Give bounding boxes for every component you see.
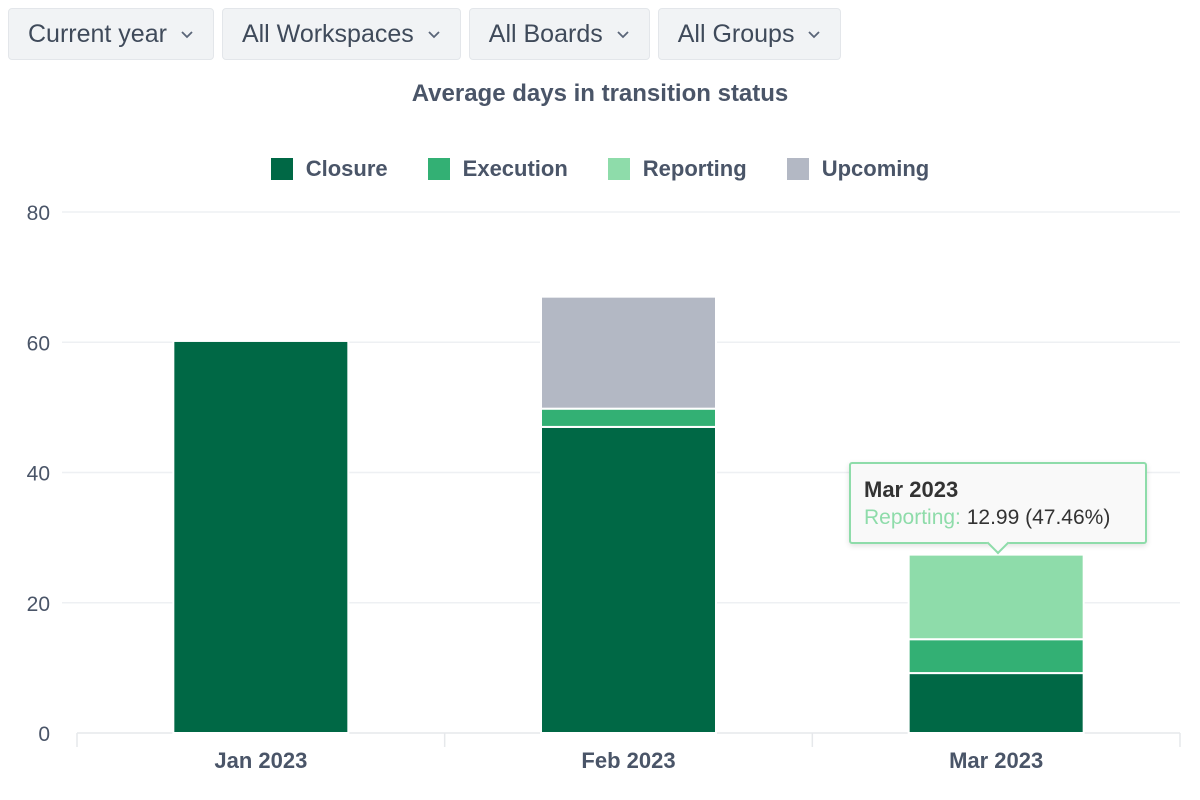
y-tick-label-60: 60 bbox=[27, 332, 50, 355]
tooltip-title: Mar 2023 bbox=[864, 477, 959, 502]
x-tick-label-jan-2023: Jan 2023 bbox=[214, 748, 307, 773]
y-tick-label-0: 0 bbox=[38, 723, 50, 746]
tooltip-value: 12.99 (47.46%) bbox=[966, 506, 1111, 529]
chevron-down-icon bbox=[617, 31, 629, 39]
y-tick-label-40: 40 bbox=[27, 463, 50, 486]
legend-swatch-execution bbox=[427, 158, 450, 180]
chart-tooltip: Mar 2023 Reporting: 12.99 (47.46%) bbox=[849, 462, 1147, 555]
filter-period-dropdown[interactable]: Current year bbox=[8, 8, 214, 60]
bar-feb-2023-upcoming bbox=[540, 295, 717, 410]
tooltip-series-name: Reporting: bbox=[864, 506, 961, 529]
filter-workspaces-dropdown[interactable]: All Workspaces bbox=[221, 8, 461, 60]
chart-legend: Closure Execution Reporting Upcoming bbox=[0, 156, 1200, 182]
filter-bar: Current year All Workspaces All Boards A… bbox=[8, 8, 842, 60]
bar-mar-2023-reporting bbox=[907, 553, 1085, 641]
x-tick-label-mar-2023: Mar 2023 bbox=[949, 748, 1043, 773]
bar-mar-2023-closure bbox=[907, 672, 1085, 735]
chevron-down-icon bbox=[181, 31, 193, 39]
legend-item-upcoming[interactable]: Upcoming bbox=[786, 156, 930, 182]
tooltip-row: Reporting: 12.99 (47.46%) bbox=[864, 504, 1132, 532]
y-tick-label-80: 80 bbox=[27, 202, 50, 225]
legend-item-reporting[interactable]: Reporting bbox=[607, 156, 747, 182]
x-tick-label-feb-2023: Feb 2023 bbox=[581, 748, 675, 773]
legend-label-upcoming: Upcoming bbox=[821, 156, 930, 181]
legend-swatch-upcoming bbox=[786, 158, 809, 180]
legend-label-execution: Execution bbox=[462, 156, 568, 181]
filter-boards-label: All Boards bbox=[488, 19, 603, 48]
y-tick-label-20: 20 bbox=[27, 593, 50, 616]
legend-label-closure: Closure bbox=[305, 156, 388, 181]
legend-swatch-reporting bbox=[607, 158, 630, 180]
filter-boards-dropdown[interactable]: All Boards bbox=[468, 8, 650, 60]
chevron-down-icon bbox=[808, 31, 821, 39]
chevron-down-icon bbox=[428, 31, 440, 39]
legend-swatch-closure bbox=[270, 158, 293, 180]
filter-groups-label: All Groups bbox=[677, 19, 795, 48]
legend-item-closure[interactable]: Closure bbox=[270, 156, 388, 182]
bar-mar-2023-execution bbox=[907, 638, 1085, 675]
legend-item-execution[interactable]: Execution bbox=[427, 156, 568, 182]
legend-label-reporting: Reporting bbox=[642, 156, 747, 181]
bar-feb-2023-execution bbox=[540, 407, 717, 428]
filter-groups-dropdown[interactable]: All Groups bbox=[657, 8, 842, 60]
bar-feb-2023-closure bbox=[540, 425, 717, 734]
filter-workspaces-label: All Workspaces bbox=[241, 19, 414, 48]
bar-jan-2023-closure bbox=[172, 339, 350, 734]
chart-title: Average days in transition status bbox=[411, 80, 789, 107]
filter-period-label: Current year bbox=[28, 19, 167, 48]
